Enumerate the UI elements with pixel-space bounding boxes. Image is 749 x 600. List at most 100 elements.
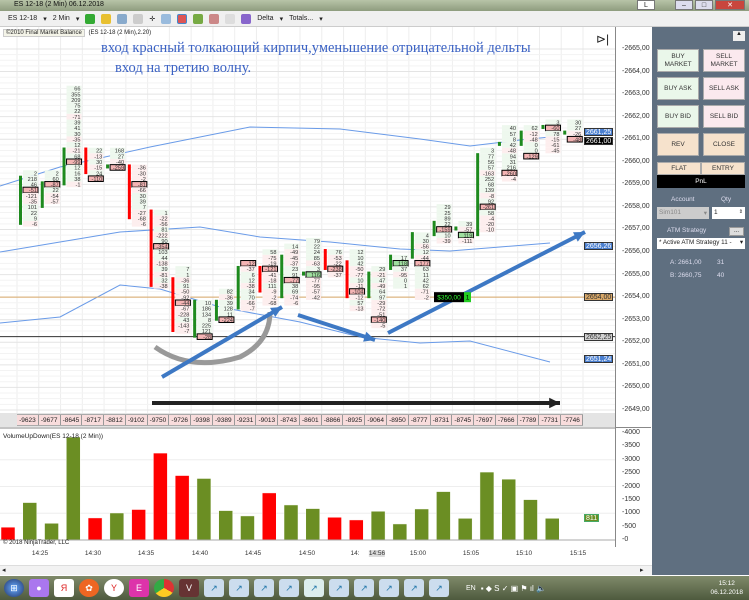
template-icon[interactable] [225,13,236,24]
footprint-cell [393,271,409,278]
footprint-value: -238 [331,267,342,273]
clock[interactable]: 15:12 06.12.2018 [710,579,743,597]
sell-ask-button[interactable]: SELL ASK [703,77,745,100]
strategy-icon[interactable] [133,13,144,24]
window-icon[interactable] [241,13,252,24]
chrome-icon[interactable] [154,579,174,597]
buy-market-button[interactable]: BUY MARKET [657,49,699,72]
footprint-value: -121 [265,267,276,273]
ask-size: 31 [717,259,725,266]
footprint-value: -4 [511,177,516,183]
sell-bid-button[interactable]: SELL BID [703,105,745,128]
volume-tick: -4000 [622,429,640,436]
footprint-value: -95 [312,284,320,290]
atm-strategy-select[interactable]: * Active ATM Strategy 11 - ▾ [657,238,745,249]
start-button[interactable]: ⊞ [4,579,24,597]
layout-button[interactable]: L [637,0,655,10]
entry-button[interactable]: ENTRY [701,162,745,175]
bar-delta-cell: -7731 [539,415,562,425]
candle-body [280,254,284,299]
ninjatrader-window-icon[interactable]: ↗ [354,579,374,597]
footprint-cell [22,186,39,194]
candle-body [410,232,414,259]
media-player-icon[interactable]: ✿ [79,579,99,597]
bollinger-lower [0,284,551,363]
candle-body [432,220,436,237]
language-indicator[interactable]: EN [466,584,476,592]
time-tick: 14:35 [137,550,155,557]
footprint-cell [371,322,387,329]
totals-menu[interactable]: Totals... [289,15,314,22]
buy-ask-button[interactable]: BUY ASK [657,77,699,100]
voice-assistant-icon[interactable]: ● [29,579,49,597]
chevron-down-icon[interactable]: ▾ [279,15,284,23]
account-select[interactable]: Sim101 ▾ [657,207,709,219]
ninjatrader-window-icon[interactable]: ↗ [304,579,324,597]
qty-stepper[interactable]: 1 ⇕ [712,207,745,219]
minimize-button[interactable]: – [675,0,693,10]
footprint-cell [414,266,430,272]
app-v-icon[interactable]: V [179,579,199,597]
yandex-browser-icon[interactable]: Y [104,579,124,597]
ninjatrader-window-icon[interactable]: ↗ [229,579,249,597]
ninjatrader-window-icon[interactable]: ↗ [379,579,399,597]
interval-selector[interactable]: 2 Min [52,15,70,22]
chevron-down-icon[interactable]: ▾ [319,15,323,23]
bar-delta-cell: -8731 [430,415,453,425]
chevron-down-icon[interactable]: ▾ [43,15,47,23]
footprint-cell [174,299,191,307]
ninjatrader-window-icon[interactable]: ↗ [404,579,424,597]
close-button[interactable]: ✕ [715,0,745,10]
collapse-panel-button[interactable]: ▲ [733,31,745,41]
instrument-selector[interactable]: ES 12-18 [8,15,38,22]
footprint-value: 22 [74,109,80,115]
time-axis[interactable]: 14:25 14:30 14:35 14:40 14:45 14:50 14: 15:00 15… [0,546,615,560]
footprint-value: -50 [181,290,189,296]
footprint-cell [261,265,278,273]
maximize-button[interactable]: □ [695,0,713,10]
chart-forward-icon[interactable]: ⊳| [596,32,610,46]
footprint-cell [131,187,147,193]
volume-tick: -0 [622,536,629,543]
footprint-chart[interactable]: 221846-51-121-35101229-6260-8722-54-5766… [0,27,615,547]
data-box-icon[interactable] [193,13,204,24]
pencil-icon[interactable] [101,13,112,24]
atm-settings-button[interactable]: ... [729,227,744,236]
etp-app-icon[interactable]: E [129,579,149,597]
zoom-icon[interactable] [161,13,172,24]
footprint-value: 42 [423,278,429,284]
footprint-cell [479,203,496,211]
sell-market-button[interactable]: SELL MARKET [703,49,745,72]
footprint-value: -6 [32,222,37,228]
footprint-cell [545,142,561,148]
position-qty-box [464,292,471,303]
delta-menu[interactable]: Delta [257,15,274,22]
volume-bar [261,492,277,541]
horizontal-scrollbar[interactable]: ◂ ▸ [0,565,652,575]
chart-trader-icon[interactable] [177,13,188,24]
footprint-value: 57 [510,132,516,138]
ninjatrader-window-icon[interactable]: ↗ [254,579,274,597]
candle-body [367,271,371,299]
ninjatrader-window-icon[interactable]: ↗ [204,579,224,597]
yandex-icon[interactable]: Я [54,579,74,597]
footprint-cell [567,130,583,137]
ninjatrader-window-icon[interactable]: ↗ [329,579,349,597]
ninjatrader-window-icon[interactable]: ↗ [429,579,449,597]
add-indicator-icon[interactable] [117,13,128,24]
footprint-value: 1 [164,211,167,217]
properties-icon[interactable] [209,13,220,24]
chevron-down-icon[interactable]: ▾ [75,15,80,23]
footprint-value: 1 [186,273,189,279]
bar-type-icon[interactable] [85,13,96,24]
flat-button[interactable]: FLAT [657,162,701,175]
price-axis[interactable]: -2665,00 -2664,00 -2663,00 -2662,00 -2661,00… [584,27,651,547]
footprint-cell [44,170,60,176]
footprint-value: -26 [573,132,581,138]
tray-icons[interactable]: ▪ ◆ S ✓ ▣ ⚑ ıl 🔈 [480,583,547,593]
close-position-button[interactable]: CLOSE [703,133,745,156]
reverse-button[interactable]: REV [657,133,699,156]
ninjatrader-window-icon[interactable]: ↗ [279,579,299,597]
crosshair-icon[interactable]: ✛ [149,15,156,23]
buy-bid-button[interactable]: BUY BID [657,105,699,128]
